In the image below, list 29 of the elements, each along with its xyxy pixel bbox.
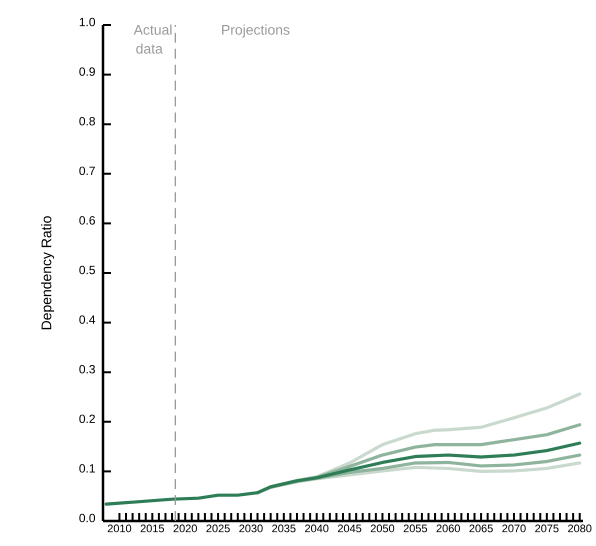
x-tick-label: 2060: [436, 524, 460, 532]
x-tick-label: 2050: [370, 524, 394, 532]
y-tick-label: 0.5: [79, 266, 95, 274]
x-tick-label: 2045: [338, 524, 362, 532]
y-tick-label: 0.9: [79, 67, 95, 76]
x-tick-label: 2010: [108, 524, 132, 532]
x-tick-label: 2040: [305, 524, 328, 532]
x-tick-label: 2015: [140, 524, 164, 532]
x-tick-label: 2020: [174, 524, 197, 532]
y-tick-label: 0.8: [79, 116, 95, 126]
x-tick-label: 2055: [404, 524, 428, 532]
y-tick-label: 0.0: [79, 514, 96, 522]
y-tick-label: 0.3: [79, 364, 95, 374]
y-tick-label: 0.6: [79, 216, 95, 225]
x-tick-label: 2080: [568, 524, 592, 532]
y-tick-label: 0.2: [79, 414, 95, 424]
y-tick-label: 1.0: [80, 18, 96, 26]
y-tick-label: 0.4: [79, 315, 96, 324]
y-tick-label: 0.7: [79, 166, 95, 176]
y-axis-title: Dependency Ratio: [41, 216, 54, 330]
x-tick-label: 2070: [502, 524, 526, 532]
x-tick-label: 2065: [469, 524, 493, 532]
annotation: Projections: [222, 24, 290, 38]
x-tick-label: 2025: [206, 524, 230, 532]
x-tick-label: 2075: [535, 524, 559, 532]
annotation: Actual data: [134, 24, 172, 54]
y-tick-label: 0.1: [79, 464, 95, 473]
x-tick-label: 2030: [239, 524, 263, 532]
x-tick-label: 2035: [272, 524, 296, 532]
